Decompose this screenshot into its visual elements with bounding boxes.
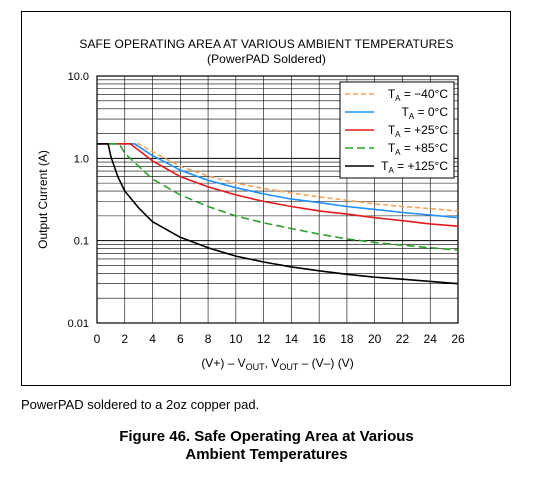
series-line-2: [97, 143, 459, 219]
legend-label-1: TA = −40°C: [388, 87, 449, 103]
y-axis-label: Output Current (A): [36, 150, 50, 249]
y-tick-label: 0.1: [74, 236, 89, 248]
x-tick-label: 20: [368, 332, 382, 346]
x-axis-label: (V+) – VOUT, VOUT – (V–) (V): [201, 356, 353, 372]
x-tick-label: 22: [396, 332, 410, 346]
plot-border: [96, 75, 459, 324]
series-line-3: [97, 143, 459, 227]
figure-frame: [21, 11, 511, 386]
x-tick-label: 6: [177, 332, 184, 346]
figure-title-line1: Figure 46. Safe Operating Area at Variou…: [119, 428, 414, 445]
x-tick-label: 12: [257, 332, 271, 346]
x-tick-label: 16: [312, 332, 326, 346]
x-tick-label: 0: [94, 332, 101, 346]
x-tick-label: 24: [424, 332, 438, 346]
x-tick-label: 8: [205, 332, 212, 346]
x-tick-label: 14: [285, 332, 299, 346]
legend-label-5: TA = +125°C: [381, 159, 448, 175]
chart-subtitle: (PowerPAD Soldered): [206, 52, 327, 66]
y-tick-label: 0.01: [68, 318, 89, 330]
series-line-5: [97, 143, 459, 285]
y-tick-label: 10.0: [68, 71, 89, 83]
legend-label-4: TA = +85°C: [388, 141, 449, 157]
x-tick-label: 2: [121, 332, 128, 346]
legend-label-3: TA = +25°C: [388, 123, 449, 139]
legend-label-2: TA = 0°C: [401, 105, 448, 121]
figure-title-line2: Ambient Temperatures: [185, 446, 348, 463]
series-line-4: [97, 143, 459, 251]
x-tick-label: 10: [229, 332, 243, 346]
figure-caption: PowerPAD soldered to a 2oz copper pad.: [21, 397, 260, 412]
x-tick-label: 26: [451, 332, 465, 346]
y-tick-label: 1.0: [74, 153, 89, 165]
chart-title: SAFE OPERATING AREA AT VARIOUS AMBIENT T…: [79, 37, 454, 51]
x-tick-label: 18: [340, 332, 354, 346]
x-tick-label: 4: [149, 332, 156, 346]
